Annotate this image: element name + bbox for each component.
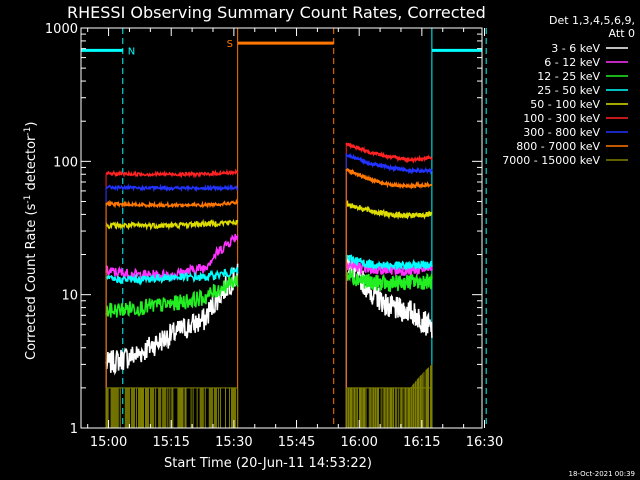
footer-timestamp: 18-Oct-2021 00:39 — [569, 470, 635, 478]
series-line — [105, 168, 239, 179]
y-tick-label: 100 — [53, 155, 78, 170]
y-tick-label: 1 — [70, 422, 78, 437]
x-axis-ticks: 15:00 15:15 15:30 15:45 16:00 16:15 16:30 — [87, 28, 503, 450]
saa-flag-label: S — [227, 39, 233, 50]
series-line — [105, 275, 239, 318]
y-tick-label: 1000 — [45, 22, 78, 37]
chart-title: RHESSI Observing Summary Count Rates, Co… — [67, 3, 486, 22]
series-line — [345, 152, 433, 176]
plot-frame — [80, 27, 483, 429]
legend-entry-label: 12 - 25 keV — [537, 70, 600, 83]
x-tick-label: 16:30 — [466, 435, 503, 450]
series-line — [105, 183, 238, 193]
y-axis-label: Corrected Count Rate (s-1 detector-1) — [23, 122, 39, 360]
series-line — [105, 266, 239, 286]
x-tick-label: 15:45 — [278, 435, 315, 450]
legend-header-line1: Det 1,3,4,5,6,9, — [549, 14, 635, 27]
series-line — [345, 200, 433, 220]
legend-entry-label: 800 - 7000 keV — [516, 140, 600, 153]
y-axis-ticks: 1 10 100 1000 — [45, 22, 482, 437]
series-line — [345, 167, 433, 190]
legend-entry-label: 6 - 12 keV — [544, 56, 600, 69]
series-800-7000keV-segment — [345, 167, 433, 428]
legend-entry-label: 25 - 50 keV — [537, 84, 600, 97]
x-tick-label: 16:00 — [340, 435, 377, 450]
legend-entry-label: 3 - 6 keV — [551, 42, 600, 55]
legend-entry-label: 50 - 100 keV — [530, 98, 600, 111]
legend-header-line2: Att 0 — [609, 27, 635, 40]
series-line — [345, 269, 433, 292]
series-line — [345, 142, 433, 164]
x-tick-label: 15:00 — [90, 435, 127, 450]
series-line — [105, 218, 239, 231]
series-line — [105, 198, 238, 209]
series-7000-15000keV-segment — [105, 387, 239, 428]
legend-entry-label: 7000 - 15000 keV — [502, 154, 600, 167]
x-axis-label: Start Time (20-Jun-11 14:53:22) — [164, 456, 372, 471]
y-tick-label: 10 — [61, 289, 78, 304]
night-flag-label: N — [128, 46, 135, 57]
legend-entry-label: 300 - 800 keV — [523, 126, 600, 139]
series-line — [345, 254, 433, 272]
x-tick-label: 16:15 — [403, 435, 440, 450]
x-tick-label: 15:30 — [215, 435, 252, 450]
x-tick-label: 15:15 — [152, 435, 189, 450]
legend-entry-label: 100 - 300 keV — [523, 112, 600, 125]
